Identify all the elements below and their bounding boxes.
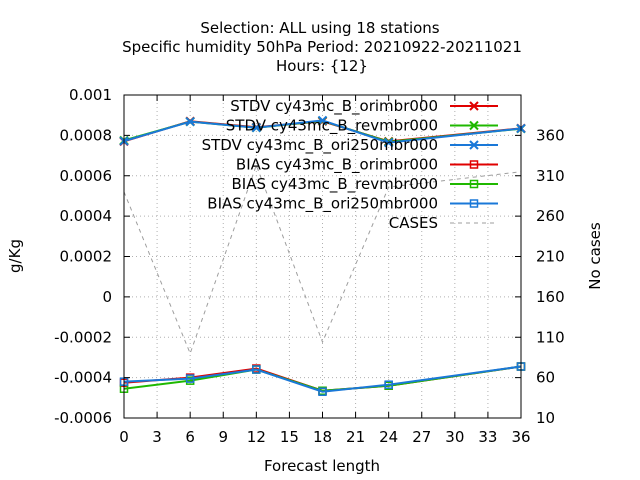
data-point — [185, 116, 195, 127]
title-line-3: Hours: {12} — [276, 57, 368, 75]
y2-tick-label: 260 — [536, 207, 565, 225]
legend-marker — [469, 140, 479, 150]
y-tick-label: 0.0002 — [60, 248, 113, 266]
plot-frame — [123, 94, 522, 419]
y2-tick-label: 360 — [536, 126, 565, 144]
legend-entry-1: STDV cy43mc_B_orimbr000 — [230, 97, 498, 116]
series-line — [123, 119, 522, 144]
x-tick-label: 15 — [280, 428, 299, 446]
legend-entry-3: STDV cy43mc_B_ori250mbr000 — [202, 136, 498, 155]
y2-tick-label: 160 — [536, 288, 565, 306]
legend-marker — [469, 120, 479, 131]
y-tick-label: 0.001 — [69, 86, 112, 104]
x-tick-label: 24 — [379, 428, 398, 446]
title-line-2: Specific humidity 50hPa Period: 20210922… — [122, 38, 522, 56]
x-tick-label: 18 — [313, 428, 332, 446]
marker-stroke — [469, 140, 479, 150]
axis-ticks: 0 3 6 9 12 15 18 21 24 27 30 33 360.0010.00080.00060… — [54, 86, 565, 446]
title-line-1: Selection: ALL using 18 stations — [200, 19, 439, 37]
data-point — [185, 374, 195, 383]
legend-entry-6: BIAS cy43mc_B_ori250mbr000 — [207, 195, 498, 214]
legend-entry-4: BIAS cy43mc_B_orimbr000 — [236, 156, 498, 175]
legend-entry-2: STDV cy43mc_B_revmbr000 — [226, 117, 498, 136]
chart-title: Selection: ALL using 18 stations Specifi… — [122, 19, 522, 75]
x-tick-label: 21 — [346, 428, 365, 446]
data-point — [383, 137, 394, 148]
x-tick-label: 9 — [218, 428, 228, 446]
legend-label: BIAS cy43mc_B_orimbr000 — [236, 156, 438, 175]
y-tick-label: 0.0008 — [60, 126, 113, 144]
marker-stroke — [383, 137, 394, 148]
marker-stroke — [251, 122, 262, 133]
y2-tick-label: 60 — [536, 369, 555, 387]
y2-tick-label: 10 — [536, 409, 555, 427]
marker-stroke — [317, 115, 328, 126]
y-tick-label: -0.0004 — [54, 369, 112, 387]
y2-axis-label: No cases — [586, 222, 604, 290]
data-point — [252, 365, 261, 374]
legend-label: STDV cy43mc_B_ori250mbr000 — [202, 136, 438, 155]
legend-label: STDV cy43mc_B_orimbr000 — [230, 97, 438, 116]
series-line — [123, 163, 522, 355]
x-tick-label: 33 — [478, 428, 497, 446]
legend-marker — [469, 160, 479, 169]
marker-stroke — [469, 101, 479, 111]
series-6 — [119, 362, 526, 397]
legend-marker — [469, 101, 479, 111]
marker-stroke — [185, 116, 195, 127]
legend-label: BIAS cy43mc_B_revmbr000 — [232, 175, 439, 194]
legend-label: BIAS cy43mc_B_ori250mbr000 — [207, 195, 438, 214]
x-tick-label: 12 — [247, 428, 266, 446]
data-point — [318, 387, 327, 397]
y2-tick-label: 110 — [536, 328, 565, 346]
x-tick-label: 6 — [185, 428, 195, 446]
data-point — [384, 380, 393, 389]
x-axis-label: Forecast length — [264, 457, 380, 475]
y-tick-label: 0.0004 — [60, 207, 113, 225]
legend-label: CASES — [389, 214, 438, 232]
y-tick-label: -0.0006 — [54, 409, 112, 427]
legend-entry-5: BIAS cy43mc_B_revmbr000 — [232, 175, 498, 194]
data-point — [317, 115, 328, 126]
y-tick-label: 0 — [102, 288, 112, 306]
y-axis-label: g/Kg — [6, 239, 24, 273]
legend-marker — [469, 199, 479, 208]
series-7 — [123, 163, 522, 355]
legend-entry-7: CASES — [389, 214, 498, 232]
data-point — [251, 122, 262, 133]
y-tick-label: 0.0006 — [60, 167, 113, 185]
y-tick-label: -0.0002 — [54, 328, 112, 346]
legend-marker — [469, 179, 479, 189]
series-3 — [119, 115, 526, 148]
marker-stroke — [469, 120, 479, 131]
legend-label: STDV cy43mc_B_revmbr000 — [226, 117, 438, 136]
x-tick-label: 27 — [412, 428, 431, 446]
x-tick-label: 30 — [445, 428, 464, 446]
y2-tick-label: 210 — [536, 248, 565, 266]
x-tick-label: 36 — [511, 428, 530, 446]
series-line — [123, 365, 522, 393]
x-tick-label: 0 — [119, 428, 129, 446]
y2-tick-label: 310 — [536, 167, 565, 185]
x-tick-label: 3 — [152, 428, 162, 446]
